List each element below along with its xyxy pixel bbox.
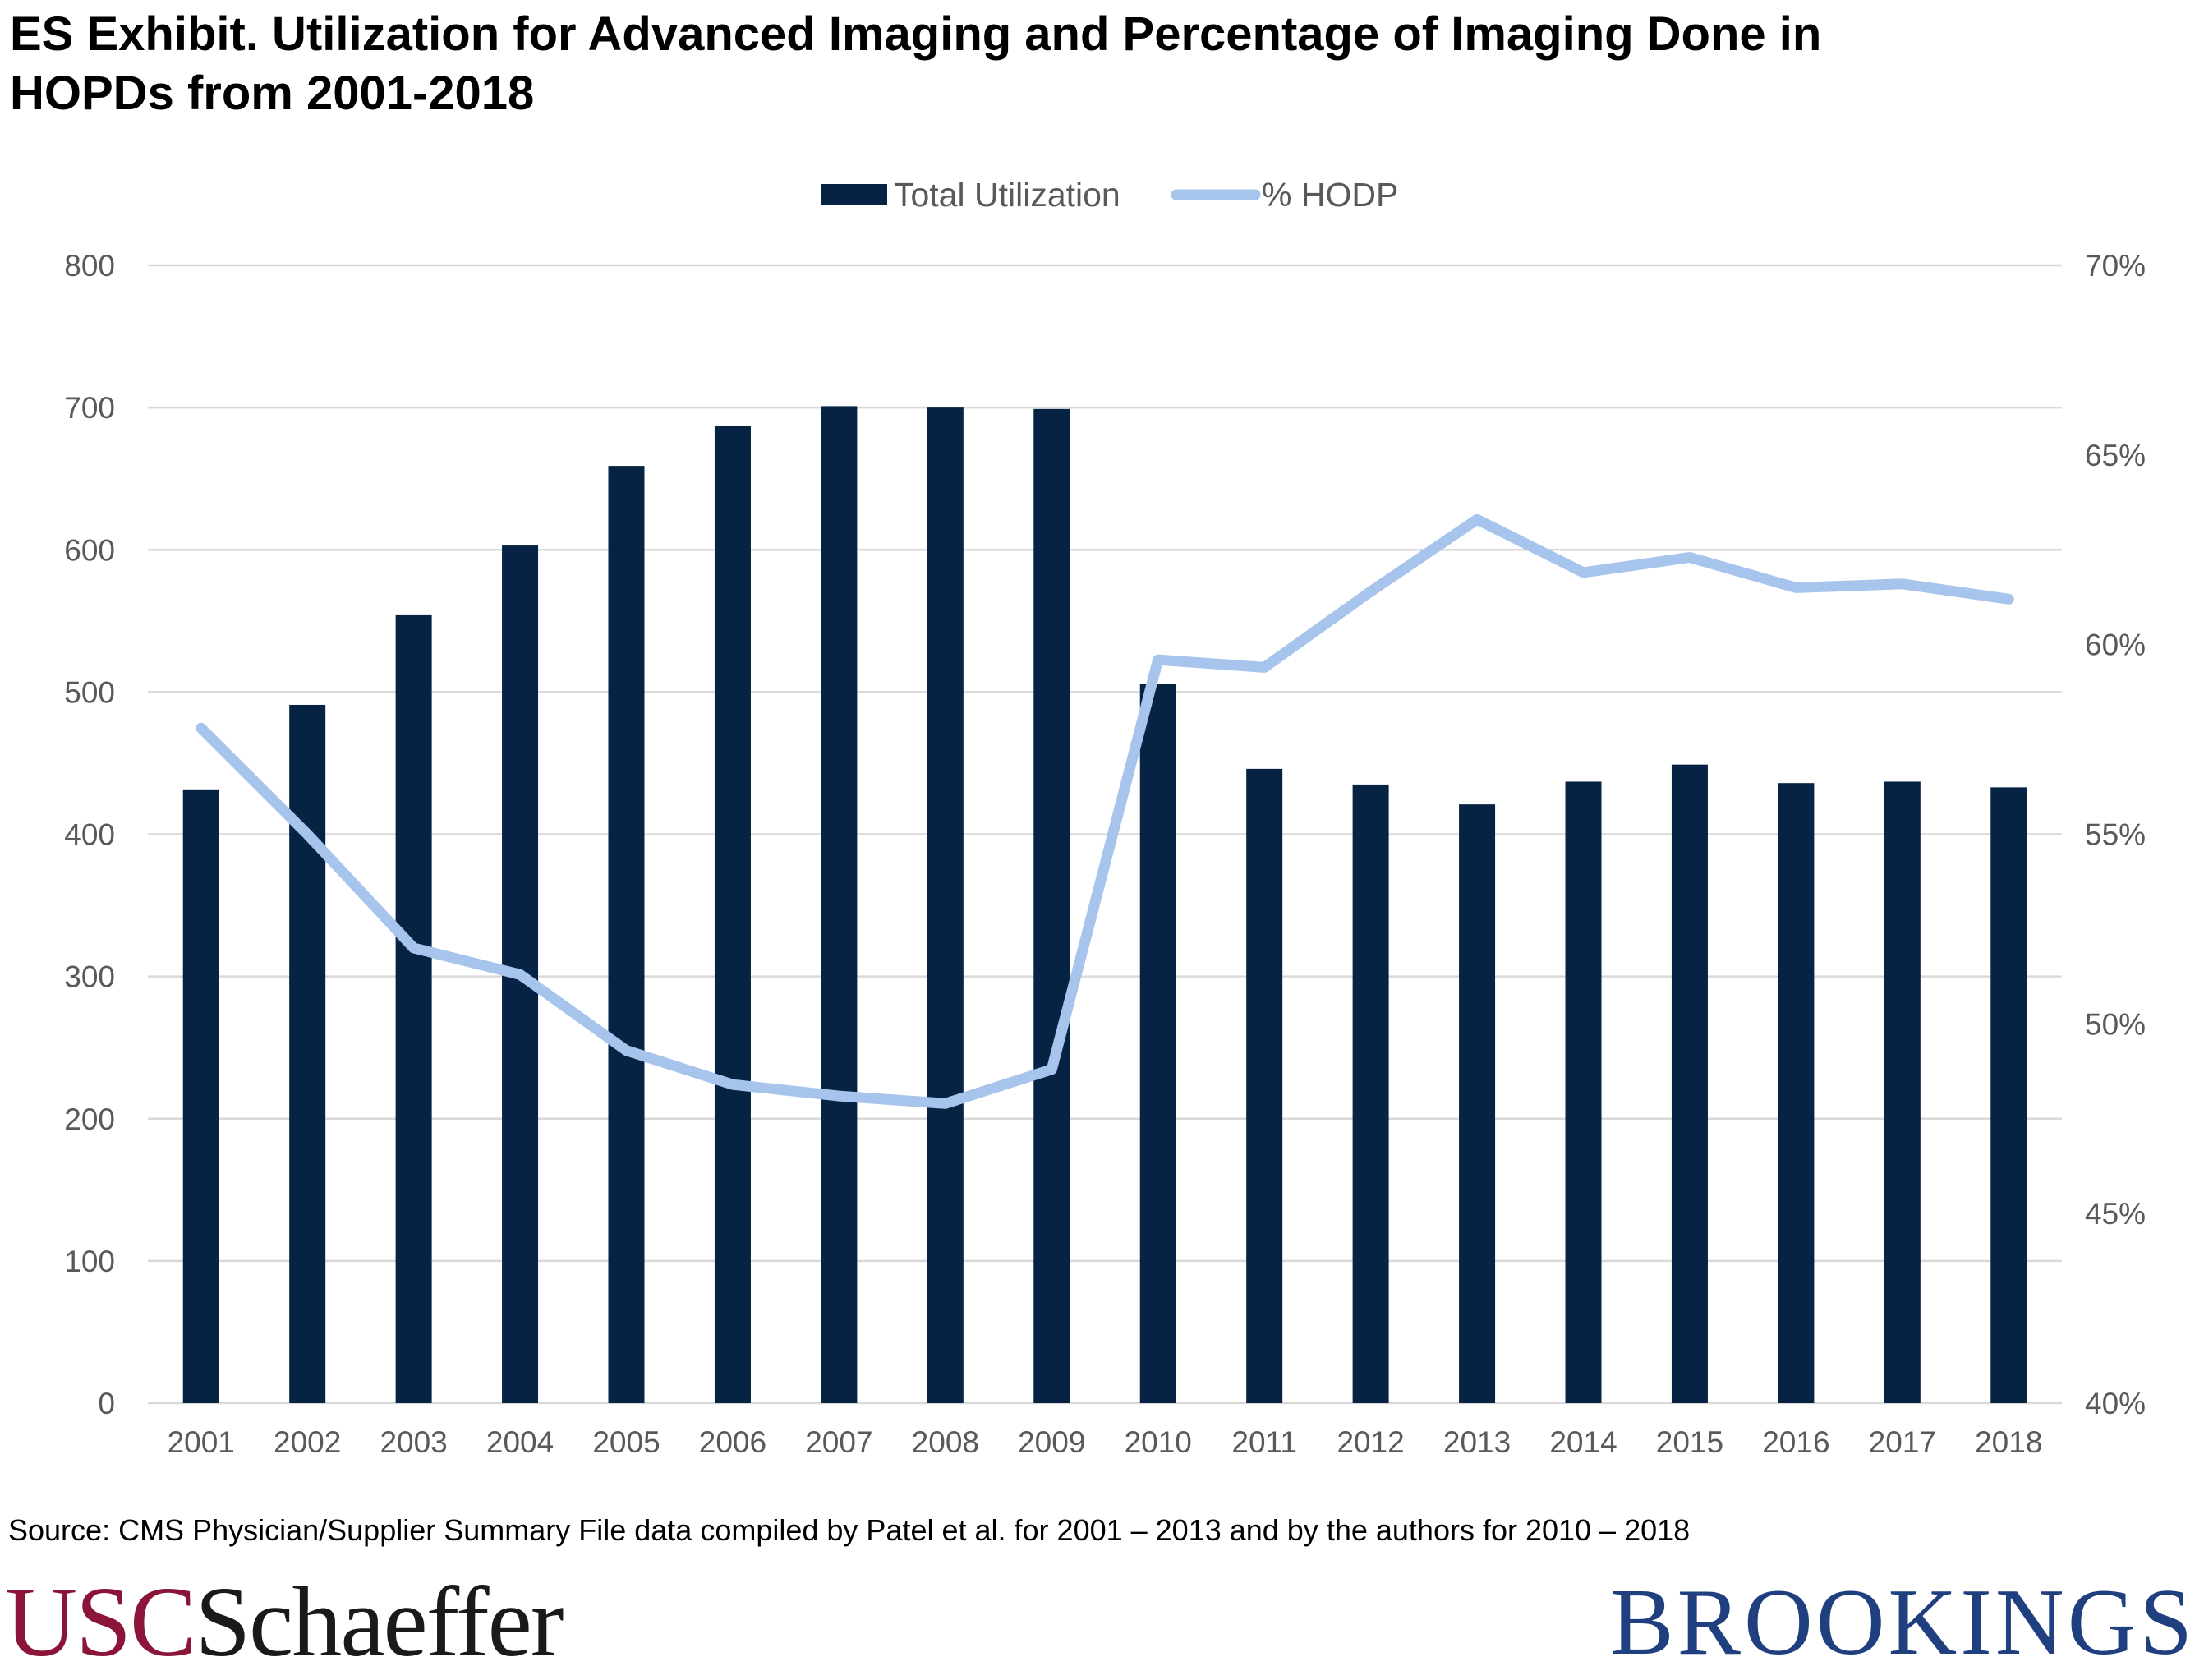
chart-title: ES Exhibit. Utilization for Advanced Ima…	[10, 5, 2179, 123]
right-axis-tick-label: 55%	[2085, 818, 2146, 852]
x-axis-tick-label: 2008	[912, 1425, 979, 1459]
x-axis-tick-label: 2010	[1125, 1425, 1192, 1459]
left-axis-tick-label: 800	[64, 249, 115, 283]
bar	[821, 406, 858, 1403]
x-axis-tick-label: 2012	[1337, 1425, 1404, 1459]
x-axis-tick-label: 2013	[1443, 1425, 1511, 1459]
x-axis-tick-label: 2014	[1549, 1425, 1617, 1459]
bar	[1352, 784, 1389, 1403]
right-axis-tick-label: 70%	[2085, 249, 2146, 283]
x-axis-tick-label: 2007	[805, 1425, 872, 1459]
left-axis-tick-label: 400	[64, 818, 115, 852]
right-axis-tick-label: 40%	[2085, 1387, 2146, 1420]
x-axis-tick-label: 2006	[699, 1425, 766, 1459]
bar	[1884, 781, 1921, 1403]
left-axis-tick-label: 100	[64, 1245, 115, 1278]
x-axis-tick-label: 2018	[1975, 1425, 2042, 1459]
usc-wordmark: USC	[5, 1567, 196, 1678]
x-axis-tick-label: 2015	[1656, 1425, 1723, 1459]
chart: 0 100 200 300 400 500 600 700 800 40% 45% 50% 55% 60%…	[64, 176, 2146, 1459]
x-axis-tick-label: 2016	[1762, 1425, 1829, 1459]
hodp-line	[196, 513, 2014, 1109]
bar	[1565, 781, 1602, 1403]
schaeffer-wordmark: Schaeffer	[195, 1567, 564, 1678]
source-note: Source: CMS Physician/Supplier Summary F…	[8, 1513, 1691, 1547]
bar	[608, 466, 645, 1404]
bar	[1033, 408, 1070, 1404]
chart-title-line-2: HOPDs from 2001-2018	[10, 67, 535, 120]
usc-schaeffer-logo: USCSchaeffer	[5, 1565, 564, 1680]
bar	[714, 426, 751, 1403]
left-axis-tick-label: 700	[64, 391, 115, 425]
x-axis-tick-label: 2001	[168, 1425, 235, 1459]
legend-label-total-utilization: Total Utilization	[894, 176, 1120, 214]
left-axis-tick-label: 500	[64, 675, 115, 709]
bar	[1671, 764, 1708, 1403]
legend-label-hodp: % HODP	[1262, 176, 1398, 214]
x-axis-tick-label: 2009	[1018, 1425, 1085, 1459]
x-axis-tick-label: 2011	[1231, 1425, 1297, 1459]
brookings-logo: BROOKINGS	[1610, 1570, 2196, 1675]
left-axis-tick-label: 0	[98, 1387, 115, 1420]
chart-title-line-1: ES Exhibit. Utilization for Advanced Ima…	[10, 7, 1822, 61]
x-axis-tick-label: 2002	[274, 1425, 341, 1459]
bar	[1246, 768, 1283, 1403]
bar	[1990, 787, 2027, 1403]
legend-bar-swatch	[821, 184, 887, 205]
x-axis-tick-label: 2004	[486, 1425, 554, 1459]
bar	[1778, 783, 1815, 1403]
bar	[289, 704, 326, 1403]
left-axis-tick-label: 200	[64, 1102, 115, 1136]
bar	[1459, 804, 1496, 1403]
x-axis-tick-label: 2005	[592, 1425, 660, 1459]
right-axis-tick-label: 60%	[2085, 628, 2146, 662]
bar	[1139, 683, 1176, 1403]
bar	[395, 614, 432, 1403]
x-axis-tick-label: 2017	[1869, 1425, 1936, 1459]
bar	[182, 789, 219, 1403]
left-axis-tick-label: 300	[64, 960, 115, 994]
x-axis-tick-label: 2003	[380, 1425, 447, 1459]
bar	[927, 407, 964, 1403]
left-axis-tick-label: 600	[64, 533, 115, 567]
right-axis-tick-label: 45%	[2085, 1197, 2146, 1231]
right-axis-tick-label: 50%	[2085, 1007, 2146, 1041]
right-axis-tick-label: 65%	[2085, 439, 2146, 472]
